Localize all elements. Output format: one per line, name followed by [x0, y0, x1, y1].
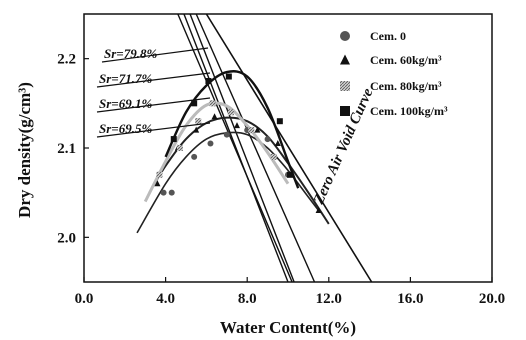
zero-air-void-line [205, 13, 373, 283]
triangle-marker [254, 126, 261, 133]
sr-leader-line [101, 47, 209, 63]
hatched-square-marker [156, 171, 163, 178]
fit-curve-square [164, 70, 300, 189]
data-markers [154, 73, 322, 214]
hatched-square-marker [227, 109, 234, 116]
x-tick-label: 0.0 [75, 291, 94, 307]
circle-marker [168, 189, 175, 196]
square-marker [205, 78, 212, 84]
sr-leader-line [96, 122, 211, 138]
square-marker [191, 100, 198, 107]
triangle-marker [315, 207, 322, 214]
y-tick-label: 2.0 [57, 230, 76, 246]
triangle-marker [154, 180, 161, 187]
hatched-square-marker [340, 81, 350, 91]
sr-leader-line [96, 72, 211, 88]
legend-label: Cem. 0 [370, 29, 406, 43]
axis-ticks: 0.0 4.0 8.0 12.0 16.0 20.0 2.0 2.1 2.2 [57, 52, 505, 307]
triangle-marker [274, 140, 281, 147]
x-tick-label: 12.0 [316, 291, 342, 307]
saturation-line [177, 13, 293, 283]
reference-lines [177, 13, 373, 283]
fit-curve-triangle [148, 116, 330, 225]
circle-marker [223, 131, 230, 138]
fit-curve-circle [136, 131, 320, 234]
square-marker [340, 106, 350, 116]
sr-label: Sr=79.8% [104, 46, 157, 61]
triangle-marker [211, 113, 218, 120]
circle-marker [264, 136, 271, 143]
x-tick-label: 20.0 [479, 291, 505, 307]
circle-marker [340, 31, 350, 41]
triangle-marker [234, 122, 240, 129]
x-tick-label: 4.0 [156, 291, 175, 307]
circle-marker [191, 153, 198, 160]
legend-label: Cem. 100kg/m³ [370, 104, 448, 118]
hatched-square-marker [270, 153, 277, 160]
x-tick-label: 8.0 [238, 291, 257, 307]
square-marker [276, 118, 283, 125]
y-axis-title: Dry density(g/cm³) [15, 82, 34, 218]
fit-curve-hatched-square [143, 101, 290, 203]
legend-label: Cem. 60kg/m³ [370, 53, 442, 67]
x-tick-label: 16.0 [397, 291, 423, 307]
y-tick-label: 2.1 [57, 141, 76, 157]
legend-label: Cem. 80kg/m³ [370, 79, 442, 93]
sr-leader-line [96, 97, 211, 113]
hatched-square-marker [176, 145, 183, 151]
x-axis-title: Water Content(%) [220, 318, 356, 337]
triangle-marker [193, 126, 200, 133]
hatched-square-marker [195, 118, 202, 125]
y-tick-label: 2.2 [57, 52, 76, 68]
zero-air-void-label: Zero Air Void Curve [311, 86, 377, 208]
triangle-marker [340, 54, 350, 65]
circle-marker [207, 140, 214, 147]
square-marker [225, 73, 232, 80]
saturation-line [183, 13, 289, 283]
hatched-square-marker [209, 100, 216, 107]
square-marker [287, 171, 294, 178]
square-marker [170, 136, 177, 143]
fit-curves [136, 70, 330, 234]
hatched-square-marker [248, 127, 255, 134]
saturation-line [195, 13, 316, 283]
circle-marker [160, 189, 167, 196]
legend: Cem. 0 Cem. 60kg/m³ Cem. 80kg/m³ Cem. 100kg… [340, 29, 448, 118]
saturation-line [189, 13, 295, 283]
